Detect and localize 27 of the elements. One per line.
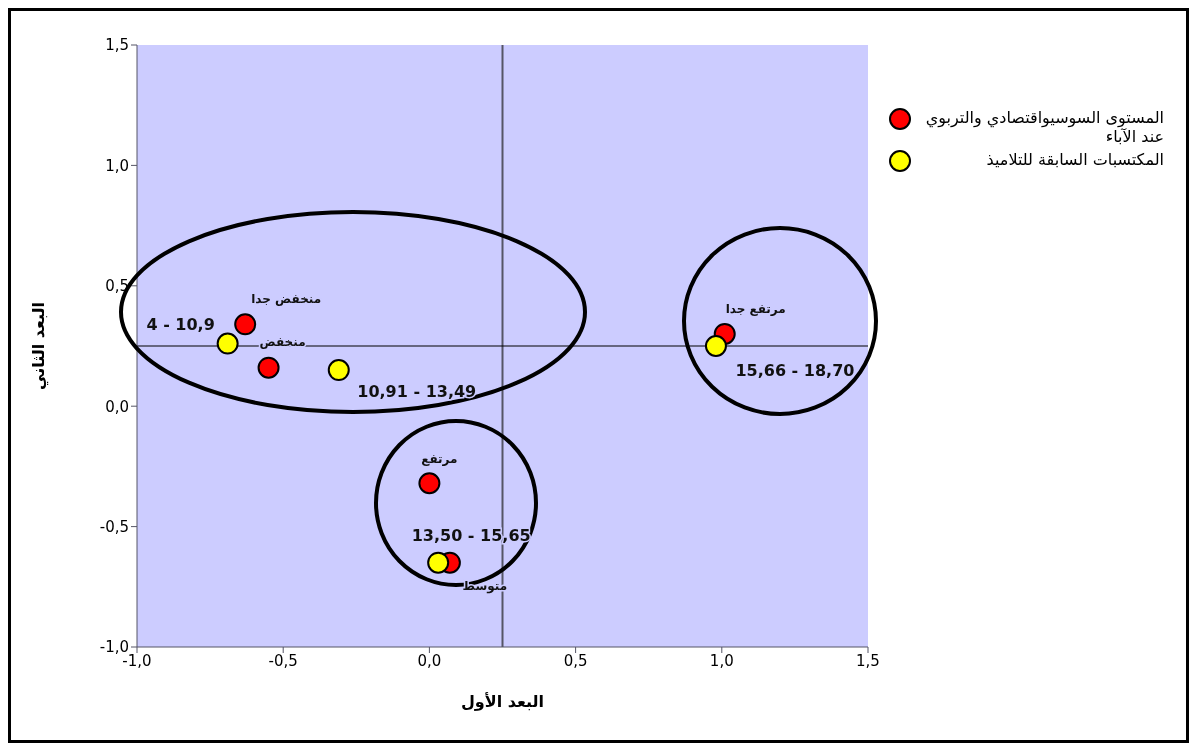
point: [427, 551, 450, 574]
annotation: 4 - 10,9: [146, 315, 215, 335]
point: [327, 359, 350, 382]
x-tick-label: 1,0: [709, 651, 734, 670]
y-axis-title: البعد الثاني: [28, 301, 49, 391]
legend-label: المستوى السوسيواقتصادي والتربوي عند الآباء: [924, 108, 1164, 146]
y-tick-label: 1,0: [105, 156, 129, 175]
y-tick-label: 0,0: [105, 397, 129, 416]
text: المكتسبات السابقة للتلاميذ: [985, 150, 1164, 169]
annotation: منخفض: [259, 334, 306, 349]
point: [418, 472, 441, 495]
point: [257, 356, 280, 379]
x-axis-title: البعد الأول: [460, 692, 545, 711]
annotation: منخفض جدا: [251, 292, 322, 307]
point: [234, 313, 257, 336]
x-tick-label: 0,5: [563, 651, 588, 670]
y-tick-label: 1,5: [105, 36, 129, 55]
x-tick-label: 0,0: [417, 651, 442, 670]
point: [704, 335, 727, 357]
y-tick-label: -0,5: [99, 517, 129, 536]
annotation: مرتفع: [421, 452, 458, 467]
x-tick-label: 1,5: [856, 651, 880, 670]
annotation: 15,66 - 18,70: [735, 360, 855, 380]
point: [216, 332, 239, 355]
annotation: 10,91 - 13,49: [357, 381, 477, 401]
annotation: مرتفع جدا: [725, 301, 786, 316]
x-tick-label: -0,5: [268, 651, 298, 670]
